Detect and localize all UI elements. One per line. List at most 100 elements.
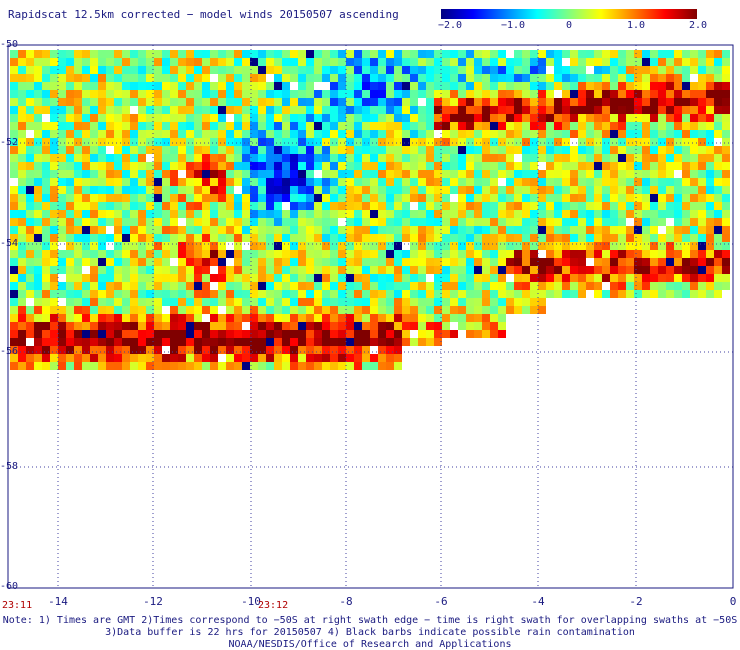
swath-cell <box>130 362 138 370</box>
swath-cell <box>586 210 594 218</box>
swath-cell <box>258 250 266 258</box>
swath-cell <box>298 202 306 210</box>
swath-cell <box>346 130 354 138</box>
swath-cell <box>714 50 722 58</box>
swath-cell <box>554 138 562 146</box>
swath-cell <box>338 282 346 290</box>
map-title: Rapidscat 12.5km corrected − model winds… <box>8 8 399 21</box>
swath-cell <box>258 178 266 186</box>
swath-cell <box>554 162 562 170</box>
swath-cell <box>154 338 162 346</box>
swath-cell <box>194 130 202 138</box>
swath-cell <box>522 122 530 130</box>
swath-cell <box>34 290 42 298</box>
swath-cell <box>714 82 722 90</box>
swath-cell <box>130 170 138 178</box>
swath-cell <box>170 330 178 338</box>
swath-cell <box>258 82 266 90</box>
swath-cell <box>450 82 458 90</box>
swath-cell <box>402 114 410 122</box>
swath-cell <box>250 146 258 154</box>
swath-cell <box>698 290 706 298</box>
swath-cell <box>202 186 210 194</box>
swath-cell <box>66 194 74 202</box>
swath-cell <box>250 282 258 290</box>
swath-cell <box>282 146 290 154</box>
swath-cell <box>338 226 346 234</box>
swath-cell <box>314 154 322 162</box>
swath-cell <box>242 298 250 306</box>
swath-cell <box>282 178 290 186</box>
swath-cell <box>666 266 674 274</box>
swath-cell <box>402 282 410 290</box>
swath-cell <box>258 306 266 314</box>
swath-cell <box>290 90 298 98</box>
swath-cell <box>482 114 490 122</box>
swath-cell <box>242 210 250 218</box>
swath-cell <box>226 282 234 290</box>
swath-cell <box>706 202 714 210</box>
swath-cell <box>394 314 402 322</box>
swath-cell <box>122 258 130 266</box>
swath-cell <box>418 106 426 114</box>
swath-cell <box>466 50 474 58</box>
swath-cell <box>26 234 34 242</box>
swath-cell <box>402 202 410 210</box>
swath-cell <box>74 154 82 162</box>
swath-cell <box>82 298 90 306</box>
swath-cell <box>562 130 570 138</box>
swath-cell <box>410 202 418 210</box>
swath-cell <box>530 74 538 82</box>
swath-cell <box>266 178 274 186</box>
swath-cell <box>498 138 506 146</box>
swath-cell <box>194 146 202 154</box>
swath-cell <box>178 58 186 66</box>
swath-cell <box>650 250 658 258</box>
swath-cell <box>226 354 234 362</box>
swath-cell <box>402 154 410 162</box>
swath-cell <box>562 50 570 58</box>
swath-cell <box>26 258 34 266</box>
swath-cell <box>242 82 250 90</box>
swath-cell <box>562 154 570 162</box>
swath-cell <box>202 226 210 234</box>
swath-cell <box>250 170 258 178</box>
swath-cell <box>186 314 194 322</box>
swath-cell <box>266 362 274 370</box>
swath-cell <box>122 338 130 346</box>
swath-cell <box>114 106 122 114</box>
swath-cell <box>194 106 202 114</box>
swath-cell <box>610 234 618 242</box>
swath-cell <box>122 346 130 354</box>
swath-cell <box>434 154 442 162</box>
swath-cell <box>586 50 594 58</box>
swath-cell <box>82 306 90 314</box>
swath-cell <box>402 66 410 74</box>
swath-cell <box>34 346 42 354</box>
swath-cell <box>242 106 250 114</box>
swath-cell <box>474 122 482 130</box>
swath-cell <box>482 106 490 114</box>
swath-cell <box>394 346 402 354</box>
swath-cell <box>18 146 26 154</box>
swath-cell <box>698 250 706 258</box>
swath-cell <box>338 130 346 138</box>
swath-cell <box>722 122 730 130</box>
swath-cell <box>466 82 474 90</box>
swath-cell <box>42 226 50 234</box>
swath-cell <box>714 186 722 194</box>
swath-cell <box>466 330 474 338</box>
swath-cell <box>58 338 66 346</box>
swath-cell <box>354 90 362 98</box>
swath-cell <box>74 138 82 146</box>
swath-cell <box>90 354 98 362</box>
swath-cell <box>74 282 82 290</box>
swath-cell <box>202 354 210 362</box>
swath-cell <box>274 82 282 90</box>
swath-cell <box>682 258 690 266</box>
swath-cell <box>98 306 106 314</box>
swath-cell <box>586 290 594 298</box>
swath-cell <box>474 266 482 274</box>
swath-cell <box>394 178 402 186</box>
swath-cell <box>26 82 34 90</box>
